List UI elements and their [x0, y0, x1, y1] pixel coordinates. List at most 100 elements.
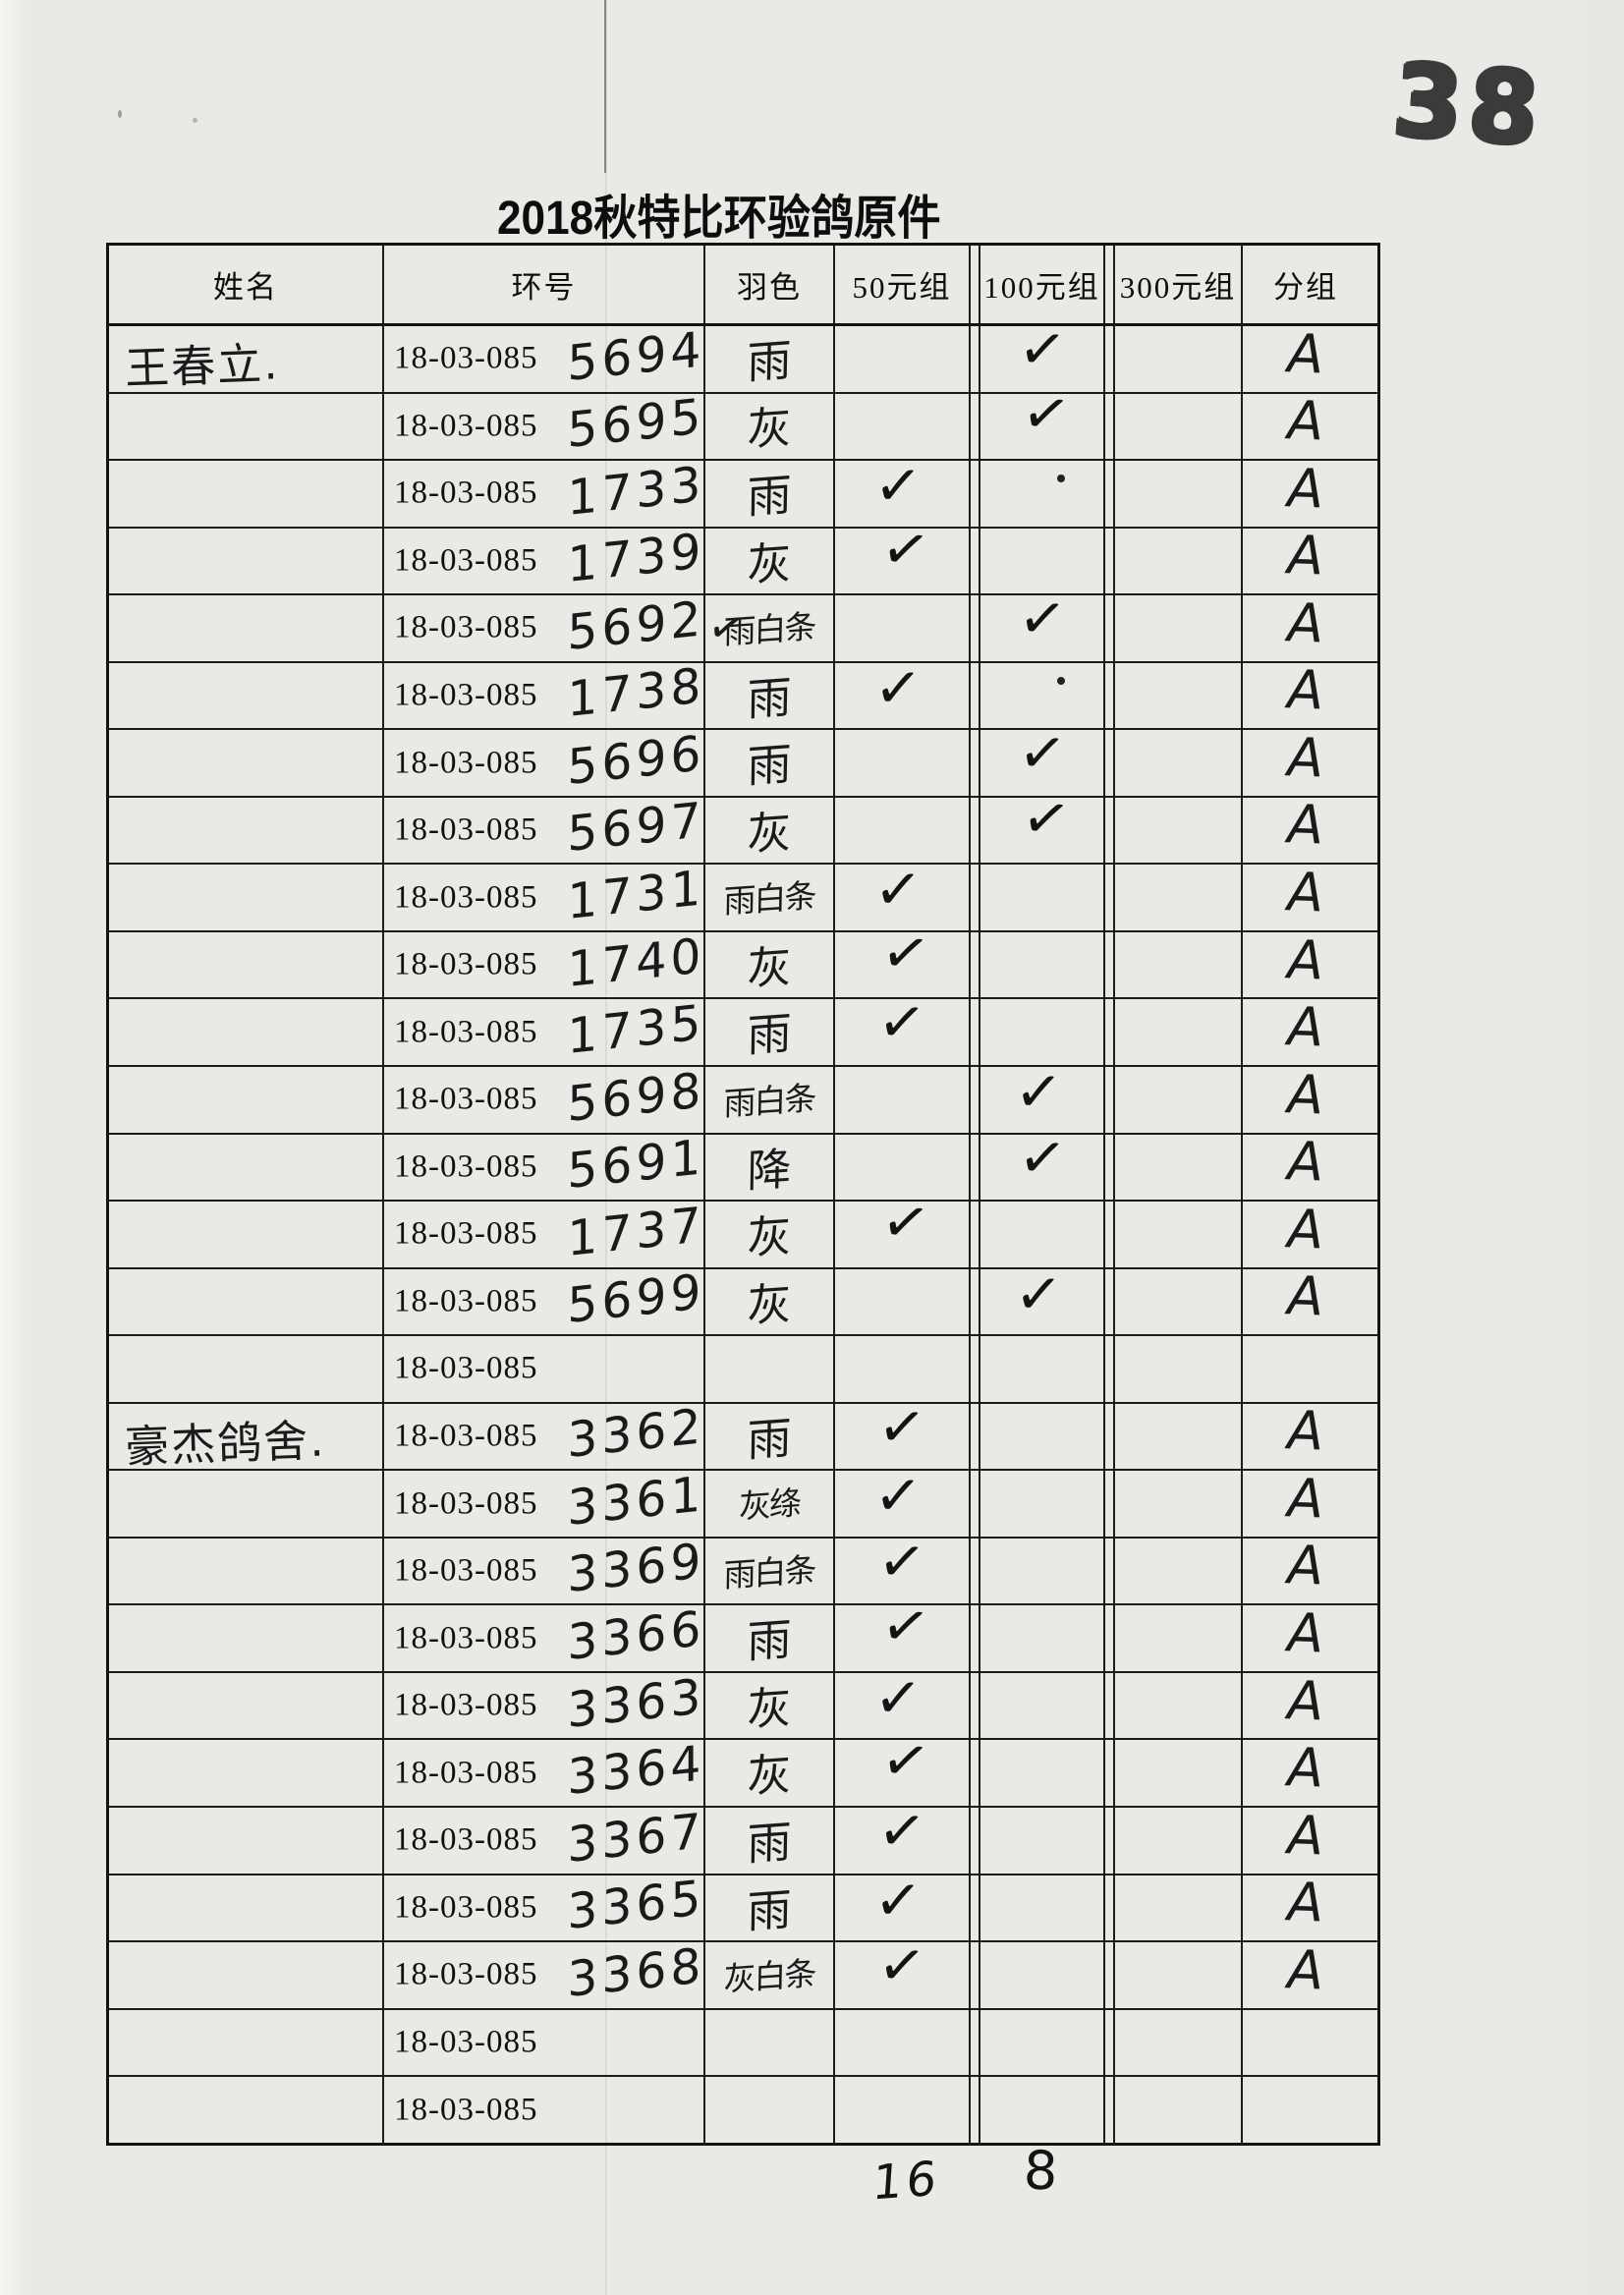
double-rule-gap — [971, 1808, 980, 1874]
group50-cell: ✓ — [835, 1185, 971, 1267]
group300-cell — [1115, 1403, 1243, 1470]
group100-cell: ✓ — [980, 313, 1105, 392]
group50-cell: ✓ — [835, 1525, 971, 1604]
feather-color-cell: 雨 — [705, 326, 835, 392]
header-cell-group50: 50元组 — [835, 246, 971, 323]
table-row: 18-03-085 1735 雨 ✓ A — [109, 986, 1377, 1068]
ring-prefix-printed: 18-03-085 — [394, 1755, 538, 1791]
handwritten-feather-color: 灰绦 — [738, 1483, 801, 1527]
feather-color-cell: 灰白条 — [705, 1942, 835, 2008]
paper-fold-crease-top — [604, 0, 606, 173]
double-rule-gap — [971, 1942, 980, 2008]
handwritten-feather-color: 灰 — [747, 939, 792, 996]
table-row: 18-03-085 5699 灰 ✓ A — [109, 1259, 1377, 1337]
scan-speck — [118, 110, 122, 118]
double-rule-gap — [1105, 246, 1115, 323]
ring-prefix-printed: 18-03-085 — [394, 1956, 538, 1992]
double-rule-gap — [1105, 2077, 1115, 2145]
double-rule-gap — [1105, 1067, 1115, 1133]
name-cell — [109, 865, 384, 930]
paper-fold-crease — [605, 0, 607, 2295]
handwritten-group-letter: A — [1281, 1803, 1331, 1868]
checkmark-icon: ✓ — [1014, 716, 1070, 790]
group50-cell — [835, 1268, 971, 1335]
handwritten-group-letter: A — [1281, 456, 1331, 521]
header-cell-group100: 100元组 — [980, 246, 1105, 323]
ring-cell: 18-03-085 3363 — [384, 1668, 705, 1739]
group300-cell — [1115, 1336, 1243, 1402]
ring-cell: 18-03-085 3364 — [384, 1735, 705, 1806]
handwritten-group-letter: A — [1281, 321, 1331, 386]
handwritten-group-letter: A — [1281, 591, 1331, 655]
double-rule-gap — [1105, 730, 1115, 796]
double-rule-gap — [971, 999, 980, 1066]
group300-cell — [1115, 1740, 1243, 1807]
ring-cell: 18-03-085 1737 — [384, 1197, 705, 1267]
table-rows: 王春立. 18-03-085 5694 雨 ✓ A 18-03-085 5695 灰 ✓ A 18-0… — [109, 313, 1377, 2145]
name-cell — [109, 393, 384, 460]
name-cell — [109, 1740, 384, 1807]
feather-color-cell: 雨白条 — [705, 1067, 835, 1133]
table-row: 18-03-085 5696 雨 ✓ A — [109, 717, 1377, 798]
group50-cell — [835, 1067, 971, 1133]
handwritten-group-letter: A — [1281, 861, 1331, 924]
double-rule-gap — [1105, 1808, 1115, 1874]
checkmark-icon: ✓ — [1011, 1056, 1065, 1127]
name-cell — [109, 2009, 384, 2076]
checkmark-icon: ✓ — [1014, 312, 1070, 386]
group100-cell — [980, 1471, 1105, 1537]
grouping-cell: A — [1243, 456, 1369, 527]
double-rule-gap — [971, 865, 980, 930]
double-rule-gap — [1105, 1336, 1115, 1402]
double-rule-gap — [1105, 931, 1115, 998]
feather-color-cell: 灰绦 — [705, 1471, 835, 1537]
ring-prefix-printed: 18-03-085 — [394, 2024, 538, 2060]
name-cell — [109, 1605, 384, 1671]
checkmark-icon: ✓ — [873, 1525, 930, 1597]
double-rule-gap — [971, 246, 980, 323]
handwritten-group-letter: A — [1281, 524, 1331, 588]
double-rule-gap — [1105, 393, 1115, 460]
grouping-cell: A — [1243, 659, 1369, 729]
group50-cell — [835, 2009, 971, 2076]
header-cell-color: 羽色 — [705, 246, 835, 323]
feather-color-cell: 雨 — [705, 999, 835, 1066]
group100-cell: ✓ — [980, 1121, 1105, 1201]
group300-cell — [1115, 1202, 1243, 1267]
checkmark-icon: ✓ — [876, 511, 935, 587]
group300-cell — [1115, 1268, 1243, 1335]
feather-color-cell: 雨 — [705, 662, 835, 729]
header-cell-name: 姓名 — [109, 246, 384, 323]
handwritten-ring-number: 5694 — [567, 320, 705, 392]
double-rule-gap — [971, 931, 980, 998]
table-row: 18-03-085 1731 雨白条 ✓ A — [109, 855, 1377, 932]
table-row: 18-03-085 1738 雨 ✓ A — [109, 652, 1377, 731]
double-rule-gap — [1105, 999, 1115, 1066]
name-cell: 豪杰鸽舍. — [109, 1403, 384, 1473]
table-row: 18-03-085 3366 雨 ✓ A — [109, 1590, 1377, 1673]
double-rule-gap — [971, 1134, 980, 1201]
ring-cell: 18-03-085 5692 ✓ — [384, 590, 750, 661]
handwritten-name: 王春立. — [124, 337, 281, 395]
ring-cell: 18-03-085 5699 — [384, 1263, 705, 1334]
table-row: 18-03-085 5697 灰 ✓ A — [109, 781, 1377, 866]
feather-color-cell: 灰 — [705, 528, 835, 594]
table-row: 18-03-085 5698 雨白条 ✓ A — [109, 1056, 1377, 1135]
group300-cell — [1115, 528, 1243, 594]
group50-cell: ✓ — [835, 1930, 971, 2008]
checkmark-icon: ✓ — [871, 1460, 924, 1531]
table-row: 18-03-085 5692 ✓ 雨白条 ✓ A — [109, 583, 1377, 663]
group50-cell — [835, 797, 971, 864]
group50-cell: ✓ — [835, 1795, 971, 1874]
handwritten-ring-number: 5698 — [567, 1061, 705, 1133]
handwritten-group-letter: A — [1281, 793, 1331, 857]
table-row: 18-03-085 1733 雨 ✓ A — [109, 451, 1377, 529]
handwritten-group-letter: A — [1281, 1601, 1331, 1665]
handwritten-ring-number: 3365 — [567, 1870, 705, 1941]
group100-cell — [980, 1538, 1105, 1604]
group300-cell — [1115, 326, 1243, 392]
checkmark-icon: ✓ — [871, 652, 924, 723]
handwritten-feather-color: 雨 — [747, 1882, 792, 1938]
feather-color-cell: 灰 — [705, 797, 835, 864]
name-cell — [109, 1538, 384, 1604]
